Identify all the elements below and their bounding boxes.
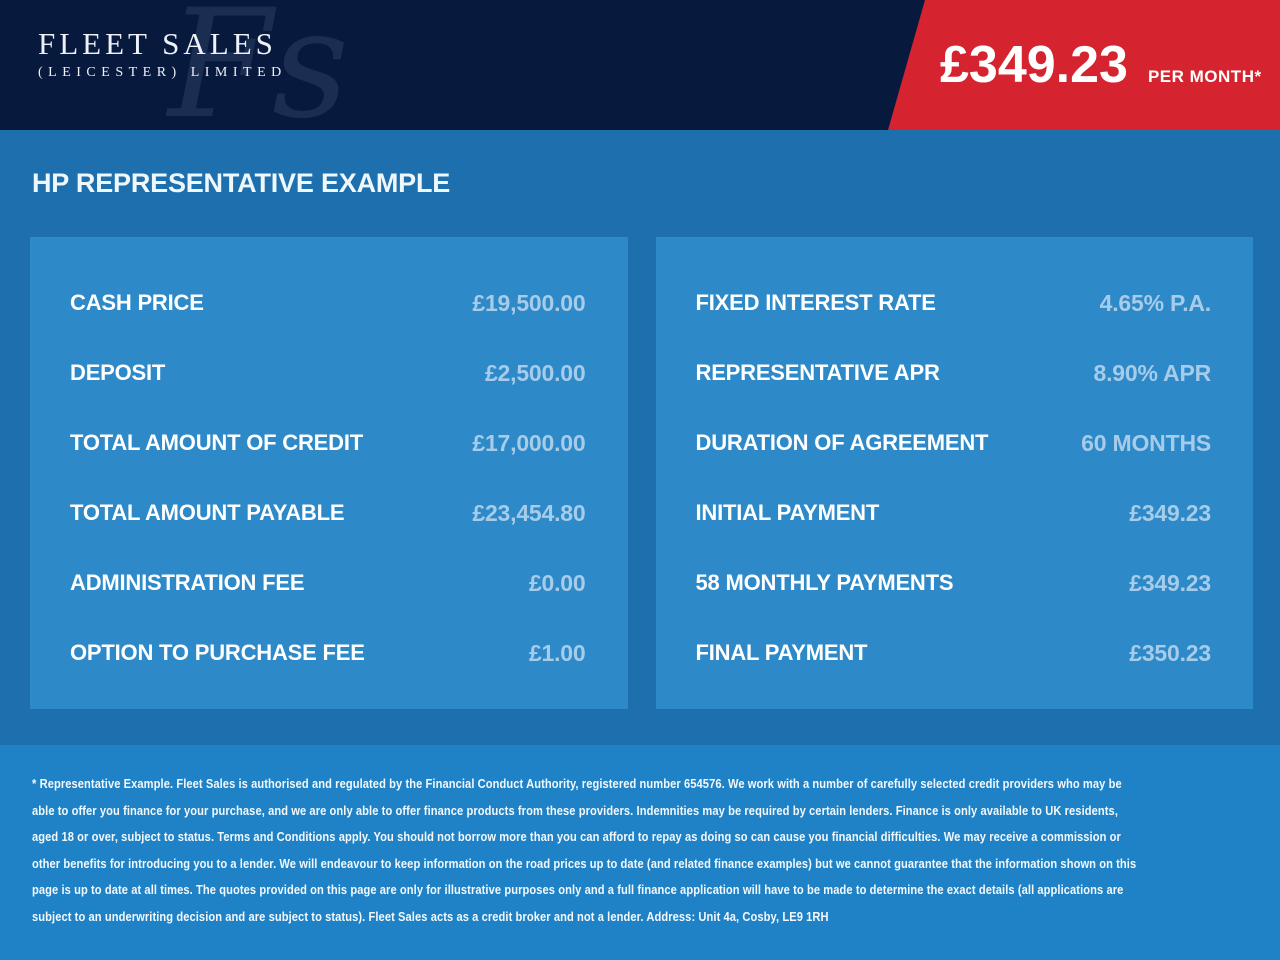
row-value: £17,000.00 bbox=[472, 429, 586, 456]
finance-row-total-credit: TOTAL AMOUNT OF CREDIT £17,000.00 bbox=[30, 408, 628, 478]
row-label: DURATION OF AGREEMENT bbox=[695, 430, 989, 455]
dealer-logo-subname: (LEICESTER) LIMITED bbox=[38, 65, 287, 80]
row-value: £350.23 bbox=[1129, 639, 1211, 666]
dealer-logo: Fs FLEET SALES (LEICESTER) LIMITED bbox=[38, 0, 349, 130]
row-label: ADMINISTRATION FEE bbox=[70, 570, 305, 595]
disclaimer-text: * Representative Example. Fleet Sales is… bbox=[32, 776, 1137, 924]
row-label: FIXED INTEREST RATE bbox=[695, 290, 936, 315]
row-label: INITIAL PAYMENT bbox=[695, 500, 880, 525]
row-label: 58 MONTHLY PAYMENTS bbox=[695, 570, 954, 595]
finance-row-total-payable: TOTAL AMOUNT PAYABLE £23,454.80 bbox=[30, 478, 628, 548]
finance-row-initial-payment: INITIAL PAYMENT £349.23 bbox=[656, 478, 1254, 548]
row-value: 8.90% APR bbox=[1093, 359, 1211, 386]
finance-panel-right: FIXED INTEREST RATE 4.65% P.A. REPRESENT… bbox=[655, 237, 1254, 709]
row-label: REPRESENTATIVE APR bbox=[695, 360, 940, 385]
row-label: CASH PRICE bbox=[70, 290, 204, 315]
monthly-price-amount: £349.23 bbox=[940, 36, 1128, 94]
price-banner: £349.23 PER MONTH* bbox=[888, 0, 1280, 130]
row-value: 60 MONTHS bbox=[1081, 429, 1211, 456]
header: Fs FLEET SALES (LEICESTER) LIMITED £349.… bbox=[0, 0, 1280, 130]
row-label: TOTAL AMOUNT PAYABLE bbox=[70, 500, 345, 525]
finance-row-interest-rate: FIXED INTEREST RATE 4.65% P.A. bbox=[656, 268, 1254, 338]
finance-panel-left: CASH PRICE £19,500.00 DEPOSIT £2,500.00 … bbox=[30, 237, 628, 709]
disclaimer-section: * Representative Example. Fleet Sales is… bbox=[0, 745, 1280, 960]
row-label: TOTAL AMOUNT OF CREDIT bbox=[70, 430, 363, 455]
row-value: £349.23 bbox=[1129, 569, 1211, 596]
monthly-price-suffix: PER MONTH* bbox=[1147, 67, 1262, 86]
row-value: £19,500.00 bbox=[472, 289, 586, 316]
finance-panels: CASH PRICE £19,500.00 DEPOSIT £2,500.00 … bbox=[30, 237, 1253, 709]
finance-row-final-payment: FINAL PAYMENT £350.23 bbox=[656, 618, 1254, 688]
row-value: 4.65% P.A. bbox=[1099, 289, 1212, 316]
row-label: FINAL PAYMENT bbox=[695, 640, 868, 665]
finance-row-cash-price: CASH PRICE £19,500.00 bbox=[30, 268, 628, 338]
row-value: £23,454.80 bbox=[472, 499, 586, 526]
page-title: HP REPRESENTATIVE EXAMPLE bbox=[32, 168, 451, 198]
finance-row-duration: DURATION OF AGREEMENT 60 MONTHS bbox=[656, 408, 1254, 478]
row-value: £0.00 bbox=[528, 569, 586, 596]
price-banner-content: £349.23 PER MONTH* bbox=[888, 35, 1262, 95]
dealer-logo-name: FLEET SALES bbox=[38, 26, 277, 61]
row-value: £1.00 bbox=[528, 639, 586, 666]
row-label: DEPOSIT bbox=[70, 360, 166, 385]
main-content: HP REPRESENTATIVE EXAMPLE CASH PRICE £19… bbox=[0, 130, 1280, 745]
finance-row-purchase-fee: OPTION TO PURCHASE FEE £1.00 bbox=[30, 618, 628, 688]
finance-row-apr: REPRESENTATIVE APR 8.90% APR bbox=[656, 338, 1254, 408]
row-value: £2,500.00 bbox=[484, 359, 586, 386]
finance-row-deposit: DEPOSIT £2,500.00 bbox=[30, 338, 628, 408]
finance-row-monthly-payments: 58 MONTHLY PAYMENTS £349.23 bbox=[656, 548, 1254, 618]
row-label: OPTION TO PURCHASE FEE bbox=[70, 640, 365, 665]
finance-row-admin-fee: ADMINISTRATION FEE £0.00 bbox=[30, 548, 628, 618]
row-value: £349.23 bbox=[1129, 499, 1211, 526]
